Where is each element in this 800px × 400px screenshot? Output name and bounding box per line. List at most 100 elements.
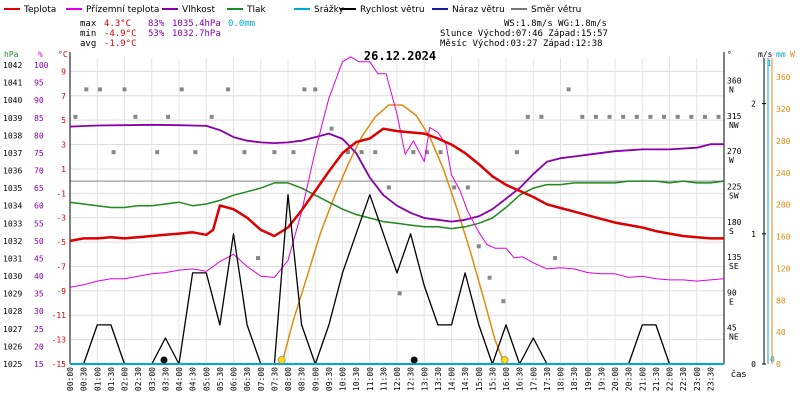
time-tick: 00:00	[66, 367, 75, 391]
moon-event-marker	[410, 356, 418, 364]
press-tick: 1032	[3, 237, 22, 246]
chart-title: 26.12.2024	[364, 49, 436, 63]
time-tick: 02:00	[121, 367, 130, 391]
wind-direction-point	[487, 275, 492, 280]
time-tick: 07:30	[270, 367, 279, 391]
moon-event-marker	[160, 356, 168, 364]
time-tick: 19:30	[597, 367, 606, 391]
wind-direction-point	[424, 150, 429, 155]
wind-direction-point	[607, 114, 612, 119]
press-tick: 1027	[3, 325, 22, 334]
temp-tick: -1	[56, 189, 66, 198]
legend-label-hum: Vlhkost	[182, 5, 215, 15]
time-tick: 22:00	[666, 367, 675, 391]
temp-tick: -15	[52, 360, 67, 369]
stats-label-min: min	[80, 29, 96, 39]
wind-direction-point	[111, 150, 116, 155]
time-tick: 05:30	[216, 367, 225, 391]
wind-direction-point	[73, 114, 78, 119]
sun-event-marker	[277, 356, 286, 364]
wind-direction-point	[621, 114, 626, 119]
hum-tick: 90	[34, 96, 44, 105]
time-tick: 13:00	[420, 367, 429, 391]
wind-direction-point	[345, 150, 350, 155]
time-tick: 17:00	[529, 367, 538, 391]
press-tick: 1033	[3, 219, 22, 228]
hum-tick: 25	[34, 325, 44, 334]
time-tick: 19:00	[584, 367, 593, 391]
stats-rain-max: 0.0mm	[228, 19, 255, 29]
press-tick: 1042	[3, 61, 22, 70]
time-tick: 06:00	[230, 367, 239, 391]
time-tick: 08:00	[284, 367, 293, 391]
time-tick: 06:30	[243, 367, 252, 391]
temp-tick: -5	[56, 238, 66, 247]
dir-unit: °	[727, 50, 732, 59]
time-tick: 05:00	[202, 367, 211, 391]
dir-name: W	[729, 156, 734, 165]
dir-name: NW	[729, 121, 739, 130]
wind-direction-point	[155, 150, 160, 155]
dir-name: S	[729, 227, 734, 236]
legend-label-temp: Teplota	[23, 5, 56, 15]
wind-direction-point	[209, 114, 214, 119]
temp-tick: 7	[61, 92, 66, 101]
info-line2: Slunce Východ:07:46 Západ:15:57	[440, 29, 608, 39]
hum-tick: 40	[34, 272, 44, 281]
time-tick: 16:00	[502, 367, 511, 391]
stats-temp-max: 4.3°C	[104, 19, 131, 29]
press-tick: 1036	[3, 167, 22, 176]
wind-direction-point	[553, 256, 558, 261]
hum-tick: 75	[34, 149, 44, 158]
press-tick: 1035	[3, 184, 22, 193]
dir-name: E	[729, 297, 734, 306]
hum-tick: 65	[34, 184, 44, 193]
hum-tick: 50	[34, 237, 44, 246]
time-tick: 22:30	[679, 367, 688, 391]
solar-tick: 200	[776, 201, 791, 210]
press-tick: 1037	[3, 149, 22, 158]
dir-tick: 225	[727, 182, 742, 191]
wind-direction-point	[465, 185, 470, 190]
time-tick: 12:00	[393, 367, 402, 391]
dir-tick: 135	[727, 253, 742, 262]
hum-tick: 20	[34, 342, 44, 351]
wind-tick: 1	[751, 230, 756, 239]
dir-tick: 270	[727, 147, 742, 156]
solar-tick: 320	[776, 105, 791, 114]
legend: Teplota Přízemní teplota Vlhkost Tlak Srážky…	[4, 5, 581, 15]
temp-tick: 3	[61, 141, 66, 150]
dir-tick: 315	[727, 112, 742, 121]
wind-direction-point	[133, 114, 138, 119]
time-tick: 21:00	[638, 367, 647, 391]
series-pressure	[69, 180, 725, 230]
wind-direction-point	[580, 114, 585, 119]
wind-direction-point	[166, 114, 171, 119]
solar-tick: 120	[776, 264, 791, 273]
time-tick: 09:00	[311, 367, 320, 391]
rain-unit: mm	[776, 50, 786, 59]
press-tick: 1029	[3, 290, 22, 299]
time-tick: 15:00	[475, 367, 484, 391]
dir-tick: 90	[727, 288, 737, 297]
time-tick: 13:30	[434, 367, 443, 391]
wind-direction-point	[689, 114, 694, 119]
press-tick: 1026	[3, 342, 22, 351]
press-tick: 1038	[3, 131, 22, 140]
wind-direction-point	[501, 299, 506, 304]
wind-direction-point	[386, 185, 391, 190]
press-tick: 1040	[3, 96, 22, 105]
hum-tick: 100	[34, 61, 49, 70]
legend-label-wind: Rychlost větru	[360, 5, 425, 15]
time-tick: 11:30	[379, 367, 388, 391]
temp-tick: 1	[61, 165, 66, 174]
wind-direction-point	[438, 150, 443, 155]
time-tick: 09:30	[325, 367, 334, 391]
time-tick: 03:00	[148, 367, 157, 391]
solar-tick: 160	[776, 233, 791, 242]
temp-unit: °C	[58, 50, 68, 59]
wind-direction-point	[675, 114, 680, 119]
plot-area	[69, 56, 725, 365]
time-tick: 04:30	[189, 367, 198, 391]
time-tick: 23:30	[706, 367, 715, 391]
